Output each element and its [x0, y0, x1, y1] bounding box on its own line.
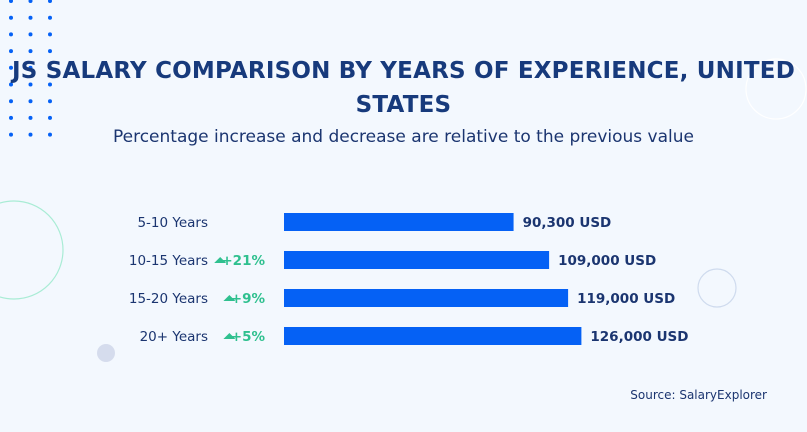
bar [284, 289, 569, 307]
chart-title: JS SALARY COMPARISON BY YEARS OF EXPERIE… [12, 58, 795, 118]
dot-pattern [28, 82, 33, 87]
dot-pattern [28, 99, 33, 104]
dot-pattern [48, 65, 52, 70]
dot-pattern [28, 49, 33, 54]
triangle-up-icon [223, 333, 236, 339]
dot-pattern [48, 32, 52, 37]
deco-ring-white [745, 58, 807, 120]
deco-ring-green [0, 200, 64, 300]
change-label: +21% [221, 253, 265, 269]
dot-pattern [48, 0, 52, 3]
dot-pattern [9, 82, 13, 87]
dot-pattern [48, 99, 52, 104]
value-label: 126,000 USD [590, 329, 688, 345]
triangle-up-icon [214, 257, 227, 263]
dot-pattern [9, 115, 13, 120]
dot-pattern [9, 32, 13, 37]
source-note: Source: SalaryExplorer [630, 388, 767, 402]
dot-pattern [9, 99, 13, 104]
value-label: 109,000 USD [558, 253, 656, 269]
dot-pattern [48, 49, 52, 54]
deco-ring-blue [697, 268, 737, 308]
bar [284, 213, 514, 231]
category-label: 5-10 Years [137, 215, 208, 231]
category-label: 20+ Years [140, 329, 208, 345]
dot-pattern [48, 115, 52, 120]
dot-pattern [48, 132, 52, 137]
dot-pattern [28, 115, 33, 120]
bar [284, 327, 582, 345]
category-label: 15-20 Years [129, 291, 208, 307]
dot-pattern [28, 65, 33, 70]
dot-pattern [9, 65, 13, 70]
value-label: 119,000 USD [577, 291, 675, 307]
dot-pattern [28, 0, 33, 3]
dot-pattern [48, 82, 52, 87]
dot-pattern [9, 15, 13, 20]
category-label: 10-15 Years [129, 253, 208, 269]
dot-pattern [28, 132, 33, 137]
dot-pattern [28, 32, 33, 37]
triangle-up-icon [223, 295, 236, 301]
dot-pattern [9, 132, 13, 137]
change-label: +5% [231, 329, 266, 345]
value-label: 90,300 USD [523, 215, 612, 231]
change-label: +9% [231, 291, 266, 307]
chart-subtitle: Percentage increase and decrease are rel… [112, 127, 694, 147]
dot-pattern [48, 15, 52, 20]
bar [284, 251, 550, 269]
deco-dot-circle [97, 344, 115, 362]
dot-pattern [28, 15, 33, 20]
dot-pattern [9, 49, 13, 54]
dot-pattern [9, 0, 13, 3]
